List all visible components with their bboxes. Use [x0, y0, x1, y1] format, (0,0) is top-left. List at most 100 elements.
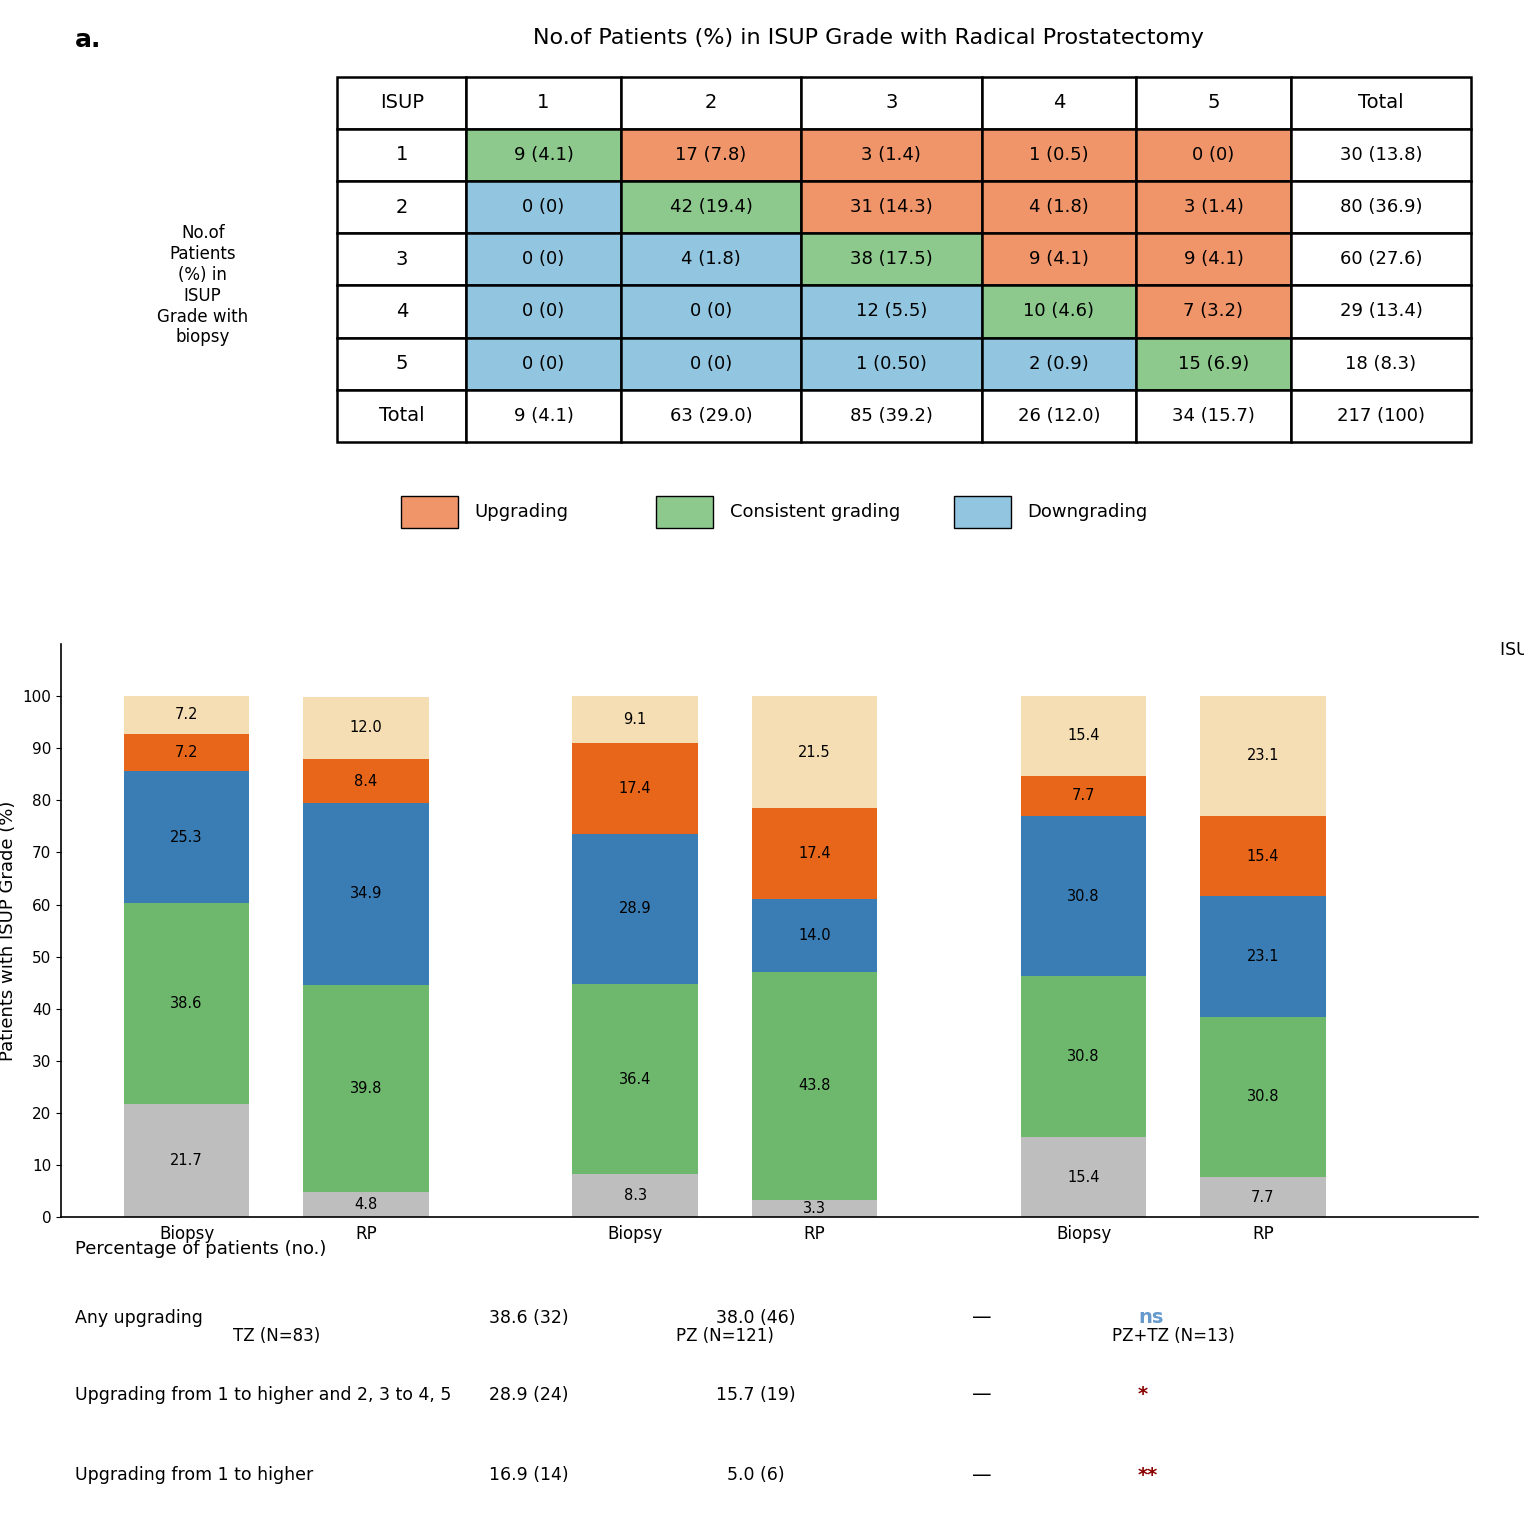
Bar	[303, 1192, 428, 1217]
Text: 21.5: 21.5	[799, 744, 831, 760]
Text: 38 (17.5): 38 (17.5)	[850, 251, 933, 269]
Bar	[802, 390, 981, 442]
Text: 21.7: 21.7	[171, 1153, 203, 1168]
Bar	[1137, 232, 1291, 286]
Bar	[1137, 181, 1291, 232]
Text: 0 (0): 0 (0)	[523, 197, 564, 216]
Text: 17.4: 17.4	[619, 781, 651, 796]
Bar	[751, 808, 878, 899]
Text: 2: 2	[704, 93, 718, 112]
Bar	[802, 76, 981, 129]
Text: 4: 4	[396, 302, 408, 321]
Text: 15.7 (19): 15.7 (19)	[716, 1385, 796, 1404]
Text: 3 (1.4): 3 (1.4)	[861, 146, 922, 164]
Text: 9 (4.1): 9 (4.1)	[1184, 251, 1244, 269]
Text: 15 (6.9): 15 (6.9)	[1178, 354, 1250, 372]
Bar	[573, 984, 698, 1174]
Text: Consistent grading: Consistent grading	[730, 503, 901, 521]
Text: 3: 3	[885, 93, 898, 112]
Text: 60 (27.6): 60 (27.6)	[1340, 251, 1422, 269]
Text: 15.4: 15.4	[1067, 1170, 1100, 1185]
Bar	[1201, 816, 1326, 896]
Bar	[981, 181, 1137, 232]
Text: 4: 4	[1053, 93, 1065, 112]
Text: 1 (0.5): 1 (0.5)	[1029, 146, 1088, 164]
Bar	[303, 760, 428, 804]
Bar	[954, 495, 1010, 529]
Text: 4.8: 4.8	[354, 1197, 378, 1212]
Text: 2: 2	[396, 197, 408, 217]
Text: 28.9: 28.9	[619, 901, 651, 916]
Text: 14.0: 14.0	[799, 928, 831, 943]
Bar	[337, 337, 466, 390]
Text: 0 (0): 0 (0)	[690, 354, 732, 372]
Text: 3 (1.4): 3 (1.4)	[1184, 197, 1244, 216]
Text: 28.9 (24): 28.9 (24)	[489, 1385, 568, 1404]
Bar	[1137, 337, 1291, 390]
Text: 30.8: 30.8	[1067, 1050, 1100, 1065]
Text: 30.8: 30.8	[1247, 1089, 1279, 1104]
Bar	[1291, 286, 1471, 337]
Bar	[802, 129, 981, 181]
Bar	[981, 76, 1137, 129]
Bar	[620, 286, 802, 337]
Bar	[466, 76, 620, 129]
Text: No.of
Patients
(%) in
ISUP
Grade with
biopsy: No.of Patients (%) in ISUP Grade with bi…	[157, 225, 248, 346]
Text: PZ (N=121): PZ (N=121)	[675, 1326, 774, 1344]
Text: **: **	[1138, 1466, 1158, 1484]
Bar	[466, 390, 620, 442]
Text: a.: a.	[75, 29, 102, 52]
Text: 16.9 (14): 16.9 (14)	[489, 1466, 568, 1484]
Text: 5.0 (6): 5.0 (6)	[727, 1466, 785, 1484]
Text: 30.8: 30.8	[1067, 889, 1100, 904]
Text: 30 (13.8): 30 (13.8)	[1340, 146, 1422, 164]
Text: 0 (0): 0 (0)	[523, 251, 564, 269]
Bar	[802, 181, 981, 232]
Text: 4 (1.8): 4 (1.8)	[681, 251, 741, 269]
Text: —: —	[972, 1466, 992, 1484]
Text: 4 (1.8): 4 (1.8)	[1029, 197, 1088, 216]
Text: 9 (4.1): 9 (4.1)	[1029, 251, 1088, 269]
Text: 7 (3.2): 7 (3.2)	[1184, 302, 1244, 321]
Text: 17.4: 17.4	[799, 846, 831, 861]
Bar	[1201, 696, 1326, 816]
Text: —: —	[972, 1385, 992, 1405]
Bar	[123, 772, 250, 902]
Bar	[751, 972, 878, 1200]
Bar	[401, 495, 457, 529]
Bar	[123, 734, 250, 772]
Bar	[303, 984, 428, 1192]
Bar	[1137, 129, 1291, 181]
Text: 9 (4.1): 9 (4.1)	[514, 407, 573, 425]
Bar	[620, 390, 802, 442]
Bar	[981, 232, 1137, 286]
Text: Upgrading from 1 to higher and 2, 3 to 4, 5: Upgrading from 1 to higher and 2, 3 to 4…	[75, 1385, 451, 1404]
Text: 85 (39.2): 85 (39.2)	[850, 407, 933, 425]
Text: 80 (36.9): 80 (36.9)	[1340, 197, 1422, 216]
Text: 10 (4.6): 10 (4.6)	[1024, 302, 1094, 321]
Text: 38.6: 38.6	[171, 996, 203, 1012]
Text: 9.1: 9.1	[623, 712, 646, 726]
Text: 3: 3	[396, 249, 408, 269]
Text: Upgrading from 1 to higher: Upgrading from 1 to higher	[75, 1466, 314, 1484]
Bar	[337, 232, 466, 286]
Text: 217 (100): 217 (100)	[1337, 407, 1425, 425]
Bar	[303, 697, 428, 760]
Text: 8.4: 8.4	[354, 773, 378, 788]
Text: 15.4: 15.4	[1067, 728, 1100, 743]
Text: 38.0 (46): 38.0 (46)	[716, 1308, 796, 1326]
Text: ns: ns	[1138, 1308, 1163, 1328]
Text: 1 (0.50): 1 (0.50)	[856, 354, 927, 372]
Text: 7.7: 7.7	[1071, 788, 1096, 804]
Text: 29 (13.4): 29 (13.4)	[1340, 302, 1422, 321]
Bar	[337, 76, 466, 129]
Text: 26 (12.0): 26 (12.0)	[1018, 407, 1100, 425]
Text: 7.7: 7.7	[1251, 1189, 1274, 1205]
Bar	[1021, 776, 1146, 816]
Text: 23.1: 23.1	[1247, 749, 1279, 763]
Text: 17 (7.8): 17 (7.8)	[675, 146, 747, 164]
Bar	[981, 390, 1137, 442]
Bar	[1291, 337, 1471, 390]
Text: 43.8: 43.8	[799, 1078, 831, 1094]
Bar	[1137, 76, 1291, 129]
